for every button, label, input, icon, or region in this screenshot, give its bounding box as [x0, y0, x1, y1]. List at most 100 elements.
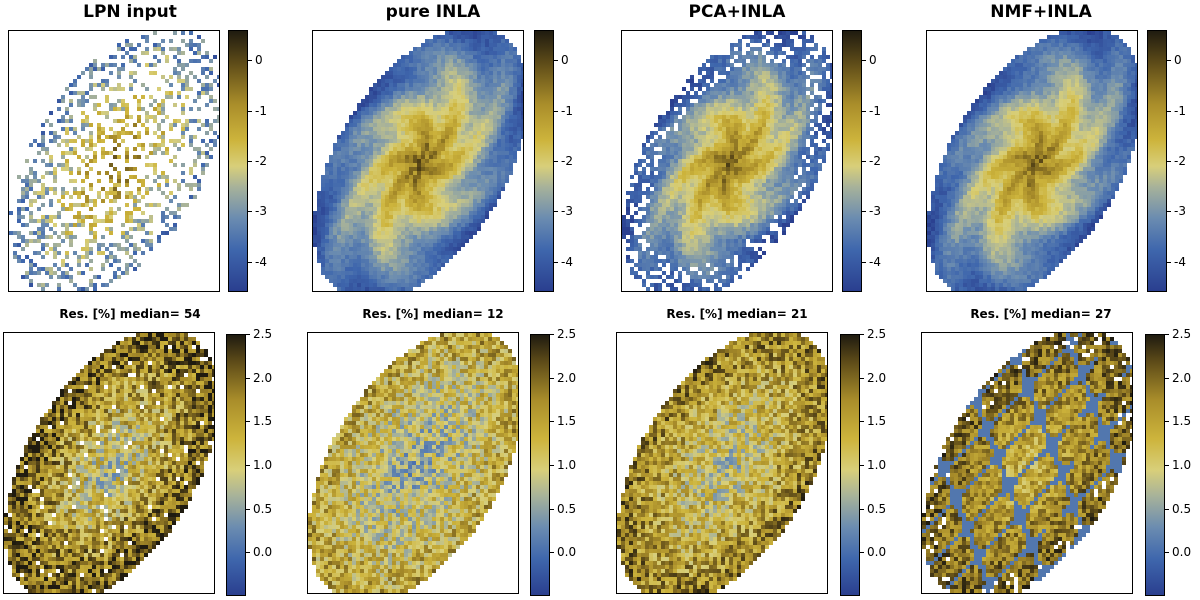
heatmap-cell [449, 207, 453, 211]
heatmap-cell [341, 259, 345, 263]
heatmap-cell [730, 139, 734, 143]
heatmap-cell [794, 103, 798, 107]
heatmap-cell [137, 119, 141, 123]
heatmap-cell [401, 95, 405, 99]
heatmap-cell [145, 51, 149, 55]
heatmap-cell [481, 195, 485, 199]
heatmap-cell [794, 79, 798, 83]
heatmap-cell [493, 43, 497, 47]
heatmap-cell [754, 179, 758, 183]
heatmap-cell [37, 271, 41, 275]
heatmap-cell [377, 291, 381, 292]
heatmap-cell [457, 87, 461, 91]
heatmap-cell [642, 147, 646, 151]
heatmap-cell [473, 123, 477, 127]
heatmap-cell [413, 243, 417, 247]
heatmap-cell [806, 175, 810, 179]
heatmap-cell [453, 67, 457, 71]
heatmap-cell [341, 191, 345, 195]
heatmap-cell [714, 107, 718, 111]
heatmap-cell [425, 275, 429, 279]
heatmap-cell [405, 111, 409, 115]
heatmap-cell [738, 87, 742, 91]
heatmap-cell [85, 291, 89, 292]
heatmap-cell [417, 227, 421, 231]
heatmap-cell [405, 203, 409, 207]
heatmap-cell [369, 231, 373, 235]
heatmap-cell [353, 231, 357, 235]
heatmap-cell [409, 111, 413, 115]
heatmap-cell [397, 259, 401, 263]
heatmap-cell [377, 99, 381, 103]
heatmap-cell [361, 267, 365, 271]
heatmap-cell [369, 287, 373, 291]
heatmap-cell [702, 163, 706, 167]
heatmap-cell [674, 179, 678, 183]
heatmap-cell [762, 163, 766, 167]
heatmap-cell [497, 175, 501, 179]
heatmap-cell [385, 287, 389, 291]
heatmap-cell [714, 99, 718, 103]
heatmap-cell [421, 83, 425, 87]
heatmap-cell [762, 139, 766, 143]
heatmap-cell [337, 227, 341, 231]
heatmap-cell [413, 159, 417, 163]
heatmap-cell [401, 271, 405, 275]
heatmap-cell [401, 67, 405, 71]
heatmap-cell [181, 203, 185, 207]
heatmap-cell [766, 199, 770, 203]
heatmap-cell [129, 131, 133, 135]
heatmap-cell [762, 95, 766, 99]
heatmap-cell [674, 135, 678, 139]
heatmap-cell [121, 139, 125, 143]
heatmap-cell [117, 143, 121, 147]
heatmap-cell [333, 251, 337, 255]
heatmap-cell [365, 95, 369, 99]
heatmap-cell [45, 147, 49, 151]
heatmap-cell [413, 91, 417, 95]
heatmap-cell [89, 131, 93, 135]
heatmap-cell [333, 259, 337, 263]
heatmap-cell [213, 131, 217, 135]
heatmap-cell [121, 47, 125, 51]
heatmap-cell [105, 195, 109, 199]
heatmap-cell [493, 195, 497, 199]
heatmap-cell [702, 99, 706, 103]
heatmap-cell [666, 131, 670, 135]
heatmap-cell [393, 99, 397, 103]
heatmap-cell [353, 127, 357, 131]
heatmap-cell [746, 123, 750, 127]
heatmap-cell [497, 59, 501, 63]
heatmap-cell [762, 151, 766, 155]
heatmap-cell [758, 51, 762, 55]
heatmap-cell [441, 91, 445, 95]
heatmap-cell [373, 107, 377, 111]
heatmap-cell [53, 223, 57, 227]
heatmap-cell [345, 223, 349, 227]
heatmap-cell [441, 79, 445, 83]
heatmap-cell [718, 63, 722, 67]
heatmap-cell [433, 75, 437, 79]
heatmap-cell [441, 71, 445, 75]
heatmap-cell [814, 107, 818, 111]
heatmap-cell [161, 103, 165, 107]
heatmap-cell [377, 83, 381, 87]
heatmap-cell [698, 87, 702, 91]
heatmap-cell [722, 131, 726, 135]
heatmap-cell [473, 199, 477, 203]
heatmap-cell [726, 71, 730, 75]
heatmap-cell [377, 139, 381, 143]
heatmap-cell [417, 79, 421, 83]
heatmap-cell [401, 55, 405, 59]
heatmap-cell [718, 143, 722, 147]
heatmap-cell [413, 111, 417, 115]
heatmap-cell [674, 159, 678, 163]
heatmap-cell [453, 103, 457, 107]
heatmap-cell [686, 187, 690, 191]
heatmap-cell [321, 243, 325, 247]
heatmap-cell [413, 47, 417, 51]
heatmap-cell [489, 111, 493, 115]
heatmap-cell [77, 167, 81, 171]
heatmap-cell [69, 127, 73, 131]
heatmap-cell [429, 175, 433, 179]
